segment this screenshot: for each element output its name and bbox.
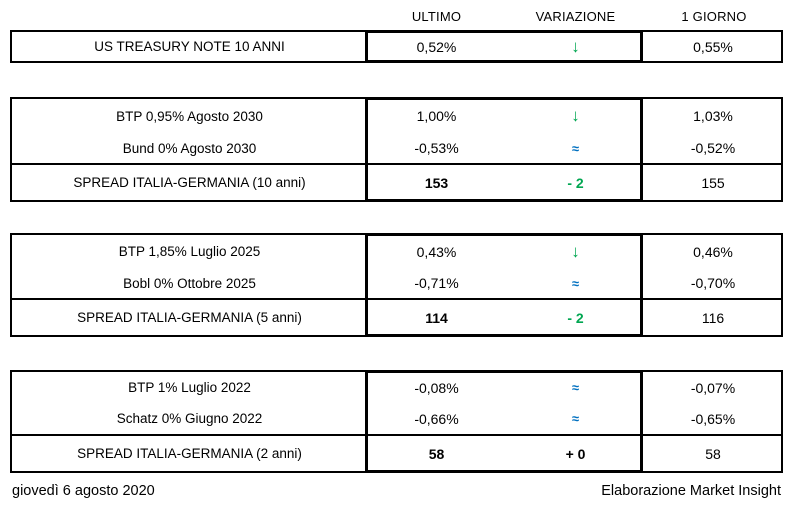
spread-ultimo-value: 153	[424, 174, 449, 191]
approx-equal-icon: ≈	[571, 380, 580, 395]
instrument-label: US TREASURY NOTE 10 ANNI	[94, 39, 285, 54]
spread-ultimo-value: 114	[425, 309, 448, 326]
giorno-value: 1,03%	[693, 108, 733, 124]
table-row-us-treasury-10y: US TREASURY NOTE 10 ANNI 0,52% ↓ 0,55%	[12, 32, 781, 61]
spread-label: SPREAD ITALIA-GERMANIA (2 anni)	[77, 446, 302, 461]
giorno-value: -0,70%	[690, 275, 736, 292]
spread-giorno-value: 116	[701, 309, 725, 326]
spread-label: SPREAD ITALIA-GERMANIA (5 anni)	[77, 310, 302, 325]
column-header-variazione: VARIAZIONE	[535, 9, 616, 24]
column-header-1-giorno: 1 GIORNO	[681, 9, 747, 24]
instrument-label: Bund 0% Agosto 2030	[122, 140, 257, 156]
down-arrow-icon: ↓	[571, 106, 580, 125]
column-header-ultimo: ULTIMO	[411, 9, 462, 24]
spread-label: SPREAD ITALIA-GERMANIA (10 anni)	[73, 175, 306, 190]
approx-equal-icon: ≈	[571, 411, 580, 426]
approx-equal-icon: ≈	[571, 275, 580, 291]
spread-ultimo-value: 58	[428, 445, 445, 462]
instrument-label: BTP 1% Luglio 2022	[128, 380, 251, 395]
ultimo-value: 1,00%	[416, 108, 457, 124]
table-row-spread-5y: SPREAD ITALIA-GERMANIA (5 anni) 114 - 2 …	[12, 298, 781, 335]
table-row-spread-10y: SPREAD ITALIA-GERMANIA (10 anni) 153 - 2…	[12, 163, 781, 200]
label-column-header	[10, 7, 367, 26]
table-row-spread-2y: SPREAD ITALIA-GERMANIA (2 anni) 58 + 0 5…	[12, 434, 781, 471]
giorno-value: 0,46%	[693, 243, 733, 260]
instrument-label: BTP 1,85% Luglio 2025	[118, 244, 261, 260]
ultimo-value: -0,71%	[414, 275, 459, 292]
giorno-value: 0,55%	[693, 38, 733, 55]
spread-delta-value: - 2	[567, 174, 584, 191]
ultimo-value: -0,66%	[414, 410, 459, 427]
table-row-bobl-2025: Bobl 0% Ottobre 2025 -0,71% ≈ -0,70%	[12, 269, 781, 299]
ultimo-value: 0,43%	[416, 243, 457, 260]
spread-giorno-value: 58	[705, 445, 721, 462]
table-row-btp-2025: BTP 1,85% Luglio 2025 0,43% ↓ 0,46%	[12, 235, 781, 269]
report-date: giovedì 6 agosto 2020	[12, 483, 155, 499]
giorno-value: -0,65%	[690, 410, 736, 427]
table-row-btp-2030: BTP 0,95% Agosto 2030 1,00% ↓ 1,03%	[12, 99, 781, 133]
section-5-year-spread: BTP 1,85% Luglio 2025 0,43% ↓ 0,46% Bobl…	[10, 233, 783, 337]
table-row-btp-2022: BTP 1% Luglio 2022 -0,08% ≈ -0,07%	[12, 372, 781, 403]
instrument-label: Bobl 0% Ottobre 2025	[123, 275, 256, 291]
giorno-value: -0,52%	[690, 140, 736, 156]
approx-equal-icon: ≈	[571, 140, 580, 156]
spread-delta-value: - 2	[567, 309, 584, 326]
down-arrow-icon: ↓	[571, 36, 580, 56]
ultimo-value: -0,08%	[414, 379, 459, 396]
section-2-year-spread: BTP 1% Luglio 2022 -0,08% ≈ -0,07% Schat…	[10, 370, 783, 473]
table-row-schatz-2022: Schatz 0% Giugno 2022 -0,66% ≈ -0,65%	[12, 403, 781, 434]
section-10-year-spread: BTP 0,95% Agosto 2030 1,00% ↓ 1,03% Bund…	[10, 97, 783, 202]
instrument-label: Schatz 0% Giugno 2022	[116, 411, 263, 426]
spread-delta-value: + 0	[565, 445, 586, 462]
column-headers: ULTIMO VARIAZIONE 1 GIORNO	[10, 7, 783, 26]
attribution-text: Elaborazione Market Insight	[601, 483, 781, 499]
down-arrow-icon: ↓	[571, 241, 580, 261]
ultimo-value: -0,53%	[414, 140, 459, 156]
report-footer: giovedì 6 agosto 2020 Elaborazione Marke…	[12, 483, 781, 499]
section-us-treasury: US TREASURY NOTE 10 ANNI 0,52% ↓ 0,55%	[10, 30, 783, 63]
giorno-value: -0,07%	[690, 379, 736, 396]
instrument-label: BTP 0,95% Agosto 2030	[116, 108, 263, 124]
ultimo-value: 0,52%	[416, 38, 457, 55]
spread-giorno-value: 155	[701, 174, 725, 191]
table-row-bund-2030: Bund 0% Agosto 2030 -0,53% ≈ -0,52%	[12, 133, 781, 163]
